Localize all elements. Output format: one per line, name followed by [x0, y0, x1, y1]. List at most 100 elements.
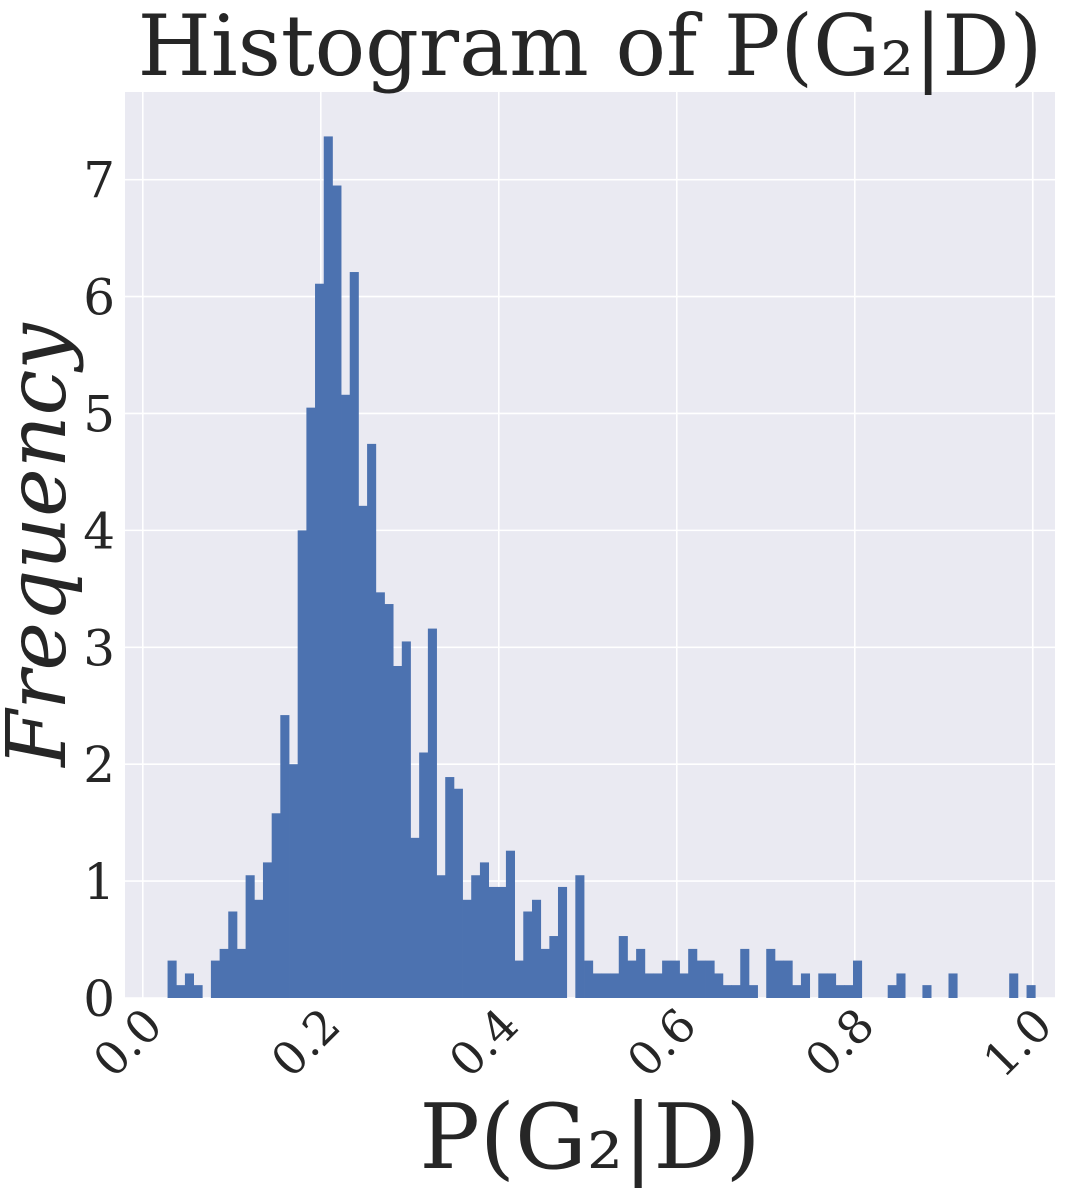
histogram-bar: [497, 886, 507, 998]
histogram-bar: [297, 530, 307, 998]
histogram-bar: [393, 665, 403, 998]
histogram-bar: [679, 973, 689, 998]
histogram-bar: [306, 407, 316, 999]
histogram-bar: [471, 875, 481, 998]
histogram-bar: [219, 948, 229, 998]
histogram-bar: [731, 985, 741, 998]
plot-background: [125, 92, 1055, 998]
histogram-bar: [462, 899, 472, 998]
x-tick-label: 0.8: [795, 998, 885, 1088]
grid-lines: [125, 92, 1055, 999]
histogram-bar: [549, 936, 559, 998]
histogram-bar: [696, 960, 706, 998]
histogram-bar: [349, 272, 359, 998]
histogram-bar: [332, 185, 342, 998]
histogram-bar: [254, 899, 264, 998]
histogram-bar: [592, 973, 602, 998]
histogram-bar: [887, 985, 897, 998]
histogram-bar: [245, 875, 255, 998]
chart-title: Histogram of P(G₂|D): [138, 0, 1043, 95]
histogram-bar: [228, 911, 238, 998]
histogram-bar: [844, 985, 854, 998]
histogram-bar: [601, 973, 611, 998]
histogram-bar: [705, 960, 715, 998]
y-tick-label: 0: [83, 970, 115, 1028]
histogram-bar: [210, 960, 220, 998]
histogram-bar: [262, 862, 273, 998]
histogram-bar: [505, 850, 515, 998]
histogram-bar: [662, 960, 672, 998]
histogram-bar: [575, 875, 585, 998]
histogram-bar: [800, 973, 811, 998]
histogram-bar: [792, 985, 802, 998]
histogram-bar: [1009, 973, 1019, 998]
histogram-bar: [557, 886, 568, 998]
histogram-bar: [176, 985, 186, 998]
histogram-bar: [540, 948, 550, 998]
y-tick-label: 2: [83, 736, 115, 794]
histogram-bar: [167, 960, 177, 998]
histogram-bar: [948, 973, 958, 998]
histogram-bar: [618, 936, 628, 998]
histogram-bar: [323, 136, 333, 999]
x-tick-label: 1.0: [973, 998, 1063, 1088]
histogram-bar: [479, 862, 490, 998]
histogram-bar: [375, 592, 385, 998]
histogram-bar: [766, 948, 776, 998]
histogram-bar: [1026, 985, 1036, 998]
histogram-bar: [644, 973, 654, 998]
histogram-bar: [722, 985, 732, 998]
histogram-bar: [774, 960, 785, 998]
x-axis-label: P(G₂|D): [419, 1085, 760, 1188]
histogram-bar: [315, 283, 325, 998]
histogram-bar: [835, 985, 845, 998]
histogram-bar: [289, 764, 299, 998]
histogram-bar: [688, 948, 698, 998]
histogram-bar: [514, 960, 524, 998]
histogram-bar: [410, 837, 420, 998]
histogram-bar: [896, 973, 906, 998]
histogram-bar: [670, 960, 680, 998]
histogram-bar: [367, 443, 377, 998]
histogram-bar: [818, 973, 828, 998]
histogram-bar: [748, 985, 758, 998]
histogram-bar: [453, 788, 463, 998]
y-tick-label: 3: [83, 619, 115, 677]
histogram-bar: [184, 973, 194, 998]
histogram-bar: [783, 960, 793, 998]
y-tick-label: 1: [83, 853, 115, 911]
histogram-bar: [627, 960, 637, 998]
histogram-bar: [271, 813, 281, 998]
histogram-bar: [445, 777, 455, 998]
y-tick-label: 6: [83, 269, 115, 327]
histogram-bars: [167, 136, 1036, 999]
histogram-bar: [427, 628, 437, 998]
y-tick-label: 4: [83, 502, 115, 560]
histogram-bar: [714, 973, 724, 998]
histogram-bar: [280, 715, 290, 998]
histogram-bar: [358, 505, 368, 998]
histogram-bar: [419, 752, 429, 998]
y-tick-label: 7: [83, 152, 115, 210]
histogram-bar: [401, 641, 411, 998]
histogram-bar: [193, 985, 203, 998]
histogram-bar: [523, 911, 533, 998]
y-tick-label: 5: [83, 385, 115, 443]
histogram-bar: [636, 948, 646, 998]
histogram-bar: [384, 604, 394, 998]
histogram-bar: [827, 973, 837, 998]
histogram-bar: [610, 973, 620, 998]
histogram-bar: [436, 875, 446, 998]
histogram-bar: [653, 973, 663, 998]
histogram-bar: [341, 394, 351, 998]
histogram-bar: [740, 948, 750, 998]
histogram-bar: [584, 960, 594, 998]
histogram-bar: [922, 985, 932, 998]
y-axis-label: Frequency: [0, 322, 85, 769]
histogram-bar: [853, 960, 863, 998]
x-tick-label: 0.6: [617, 998, 707, 1088]
histogram-bar: [531, 899, 542, 998]
x-tick-label: 0.2: [261, 998, 351, 1088]
